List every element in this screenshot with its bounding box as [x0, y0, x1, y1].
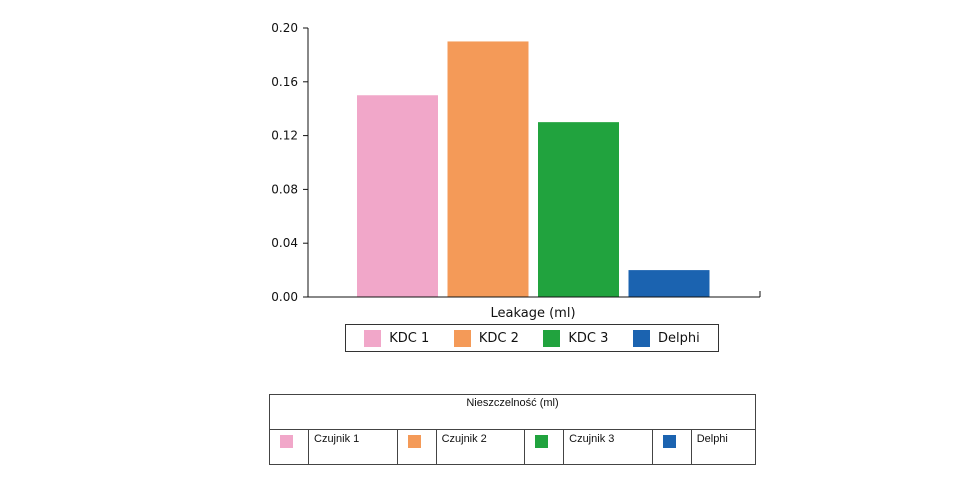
y-tick-label: 0.16: [271, 75, 298, 89]
legend-swatch-kdc2: [453, 329, 471, 347]
y-tick-label: 0.04: [271, 236, 298, 250]
table-swatch-2: [407, 435, 421, 448]
bar-kdc3: [538, 122, 619, 298]
y-tick-label: 0.08: [271, 182, 298, 196]
y-tick-label: 0.00: [271, 290, 298, 304]
bar-delphi: [628, 270, 710, 297]
legend-table-title: Nieszczelność (ml): [269, 394, 756, 430]
table-swatch-cell-3: [524, 429, 565, 465]
table-swatch-cell-2: [396, 429, 437, 465]
bar-kdc1: [357, 95, 438, 297]
chart-legend: KDC 1 KDC 2 KDC 3 Delphi: [345, 324, 719, 352]
table-label-4: Delphi: [690, 429, 757, 465]
legend-item-delphi: Delphi: [632, 329, 700, 347]
legend-item-kdc3: KDC 3: [543, 329, 609, 347]
y-axis: 0.00 0.04 0.08 0.12 0.16 0.20: [271, 21, 308, 304]
legend-label-kdc1: KDC 1: [389, 330, 430, 346]
table-label-1: Czujnik 1: [308, 429, 398, 465]
legend-swatch-kdc3: [543, 329, 561, 347]
table-swatch-4: [662, 435, 676, 448]
legend-item-kdc2: KDC 2: [453, 329, 519, 347]
table-swatch-1: [280, 435, 293, 448]
table-label-3: Czujnik 3: [563, 429, 653, 465]
legend-label-kdc3: KDC 3: [568, 330, 609, 346]
y-tick-label: 0.12: [271, 129, 298, 143]
table-swatch-cell-1: [269, 429, 309, 465]
table-swatch-3: [535, 435, 549, 448]
x-axis-label: Leakage (ml): [490, 306, 575, 321]
legend-label-kdc2: KDC 2: [478, 330, 519, 346]
bars: [357, 41, 710, 298]
legend-swatch-kdc1: [364, 329, 382, 347]
bar-kdc2: [447, 41, 529, 298]
legend-item-kdc1: KDC 1: [364, 329, 430, 347]
table-swatch-cell-4: [651, 429, 692, 465]
legend-swatch-delphi: [632, 329, 650, 347]
table-label-2: Czujnik 2: [435, 429, 526, 465]
legend-table: Nieszczelność (ml) Czujnik 1 Czujnik 2 C…: [269, 394, 757, 465]
y-tick-label: 0.20: [271, 21, 298, 35]
legend-label-delphi: Delphi: [657, 330, 700, 346]
